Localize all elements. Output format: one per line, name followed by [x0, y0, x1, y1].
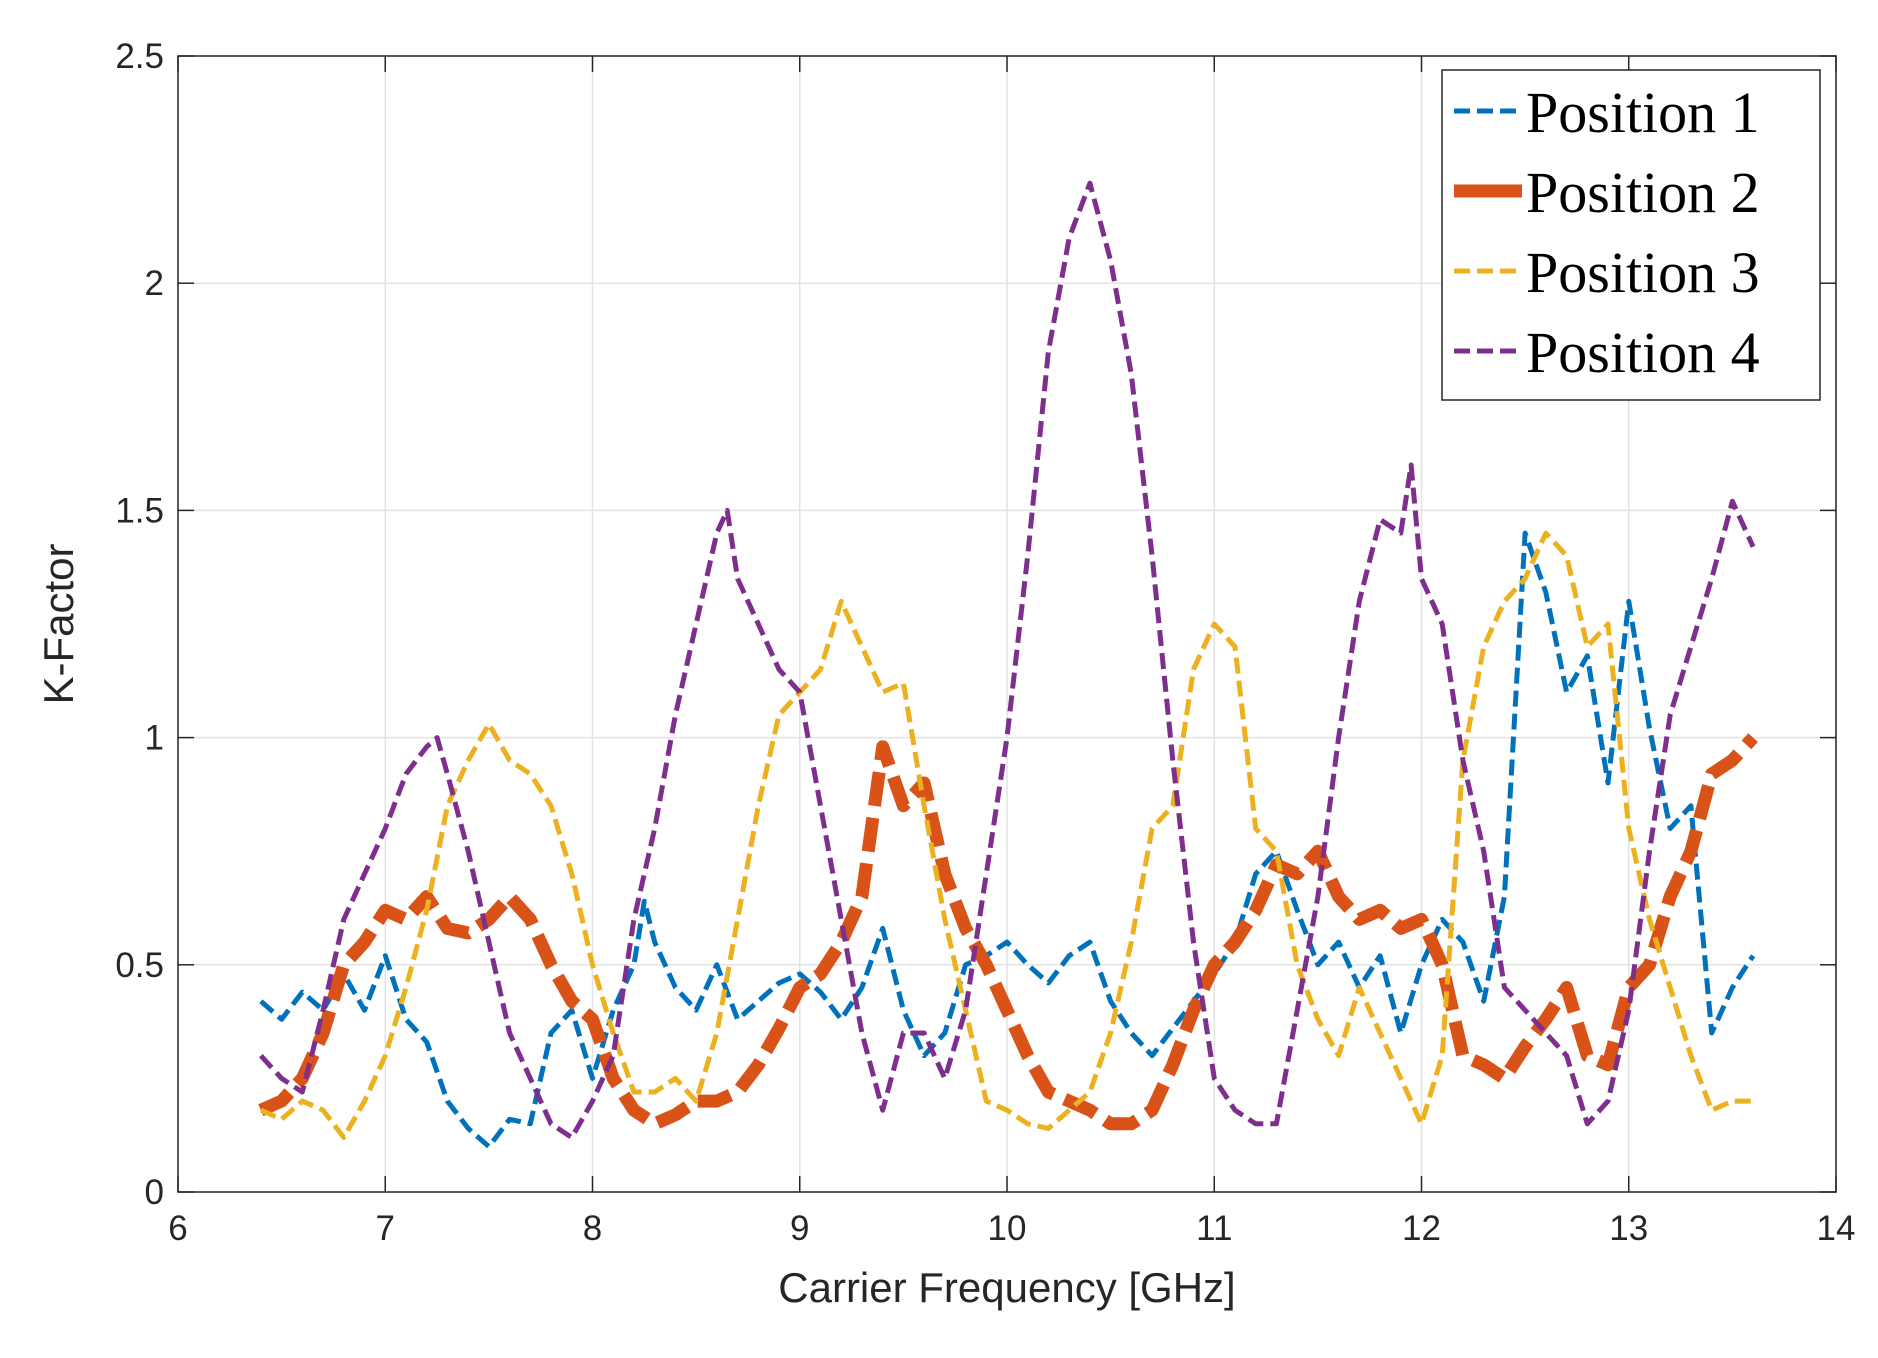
- x-tick-label: 9: [790, 1209, 809, 1248]
- y-tick-label: 1: [145, 719, 164, 758]
- x-tick-label: 8: [583, 1209, 602, 1248]
- series-layer: [258, 180, 1758, 1150]
- x-tick-label: 14: [1817, 1209, 1856, 1248]
- series-line-2: [258, 733, 1758, 1131]
- x-tick-label: 11: [1196, 1209, 1232, 1248]
- x-axis-label: Carrier Frequency [GHz]: [778, 1264, 1235, 1311]
- y-tick-label: 1.5: [115, 491, 164, 530]
- tick-labels: 6 7 8 9 10 11 12 13 14 0 0.5 1 1.5 2 2.5: [115, 37, 1855, 1248]
- y-tick-label: 0.5: [115, 946, 164, 985]
- legend-label-3: Position 3: [1526, 240, 1760, 305]
- legend-label-4: Position 4: [1526, 320, 1760, 385]
- x-tick-label: 10: [988, 1209, 1027, 1248]
- series-line-1: [259, 530, 1756, 1150]
- x-tick-label: 7: [376, 1209, 395, 1248]
- x-tick-label: 13: [1609, 1209, 1648, 1248]
- series-line-4: [259, 180, 1756, 1140]
- x-tick-label: 12: [1402, 1209, 1441, 1248]
- legend-label-1: Position 1: [1526, 80, 1760, 145]
- series-line-3: [259, 530, 1754, 1140]
- y-tick-label: 2.5: [115, 37, 164, 76]
- x-tick-label: 6: [168, 1209, 187, 1248]
- ticks: [177, 55, 1837, 1193]
- legend-label-2: Position 2: [1526, 160, 1760, 225]
- y-tick-label: 2: [145, 264, 164, 303]
- legend-box: [1441, 69, 1821, 401]
- y-axis-label: K-Factor: [35, 543, 82, 704]
- legend: Position 1 Position 2 Position 3 Position 4: [1441, 69, 1821, 401]
- y-tick-label: 0: [145, 1173, 164, 1212]
